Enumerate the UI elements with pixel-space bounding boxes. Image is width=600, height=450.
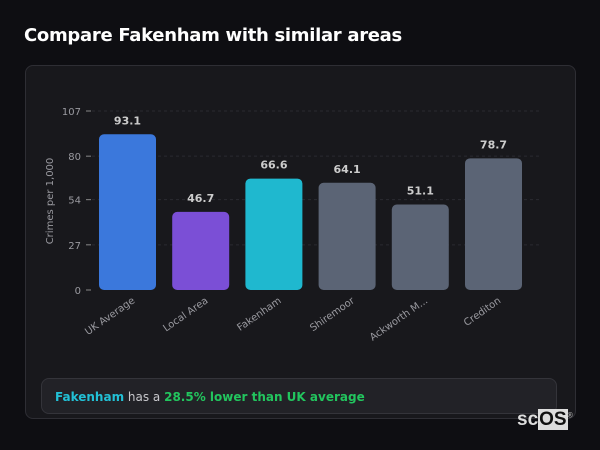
data-label: 64.1 (334, 163, 361, 176)
scos-logo: scOS® (517, 409, 573, 431)
logo-text-os: OS (538, 409, 568, 430)
y-tick-label: 0 (75, 286, 81, 297)
data-label: 51.1 (407, 185, 434, 198)
bar[interactable] (99, 134, 156, 290)
x-tick-label: Fakenham (235, 295, 283, 333)
x-tick-label: UK Average (83, 295, 137, 337)
data-label: 46.7 (187, 192, 214, 205)
x-tick-label: Ackworth M... (368, 295, 430, 343)
bar[interactable] (391, 204, 449, 290)
bar[interactable] (245, 178, 303, 290)
x-tick-label: Shiremoor (308, 295, 357, 334)
bar[interactable] (318, 182, 376, 290)
x-tick-label: Crediton (462, 295, 503, 328)
y-tick-label: 107 (62, 107, 81, 118)
summary-text: has a (124, 390, 165, 404)
y-axis-label: Crimes per 1,000 (45, 158, 56, 245)
y-tick-label: 80 (68, 152, 81, 163)
logo-text: sc (517, 409, 539, 430)
registered-mark: ® (567, 412, 573, 420)
comparison-summary: Fakenham has a 28.5% lower than UK avera… (41, 378, 557, 414)
bar[interactable] (172, 211, 230, 290)
data-label: 93.1 (114, 114, 141, 127)
bar[interactable] (465, 158, 522, 290)
area-name: Fakenham (55, 390, 125, 404)
comparison-text: 28.5% lower than UK average (164, 390, 365, 404)
page-title: Compare Fakenham with similar areas (24, 25, 402, 46)
x-tick-label: Local Area (161, 295, 210, 334)
data-label: 78.7 (480, 138, 507, 151)
y-tick-label: 27 (68, 241, 81, 252)
y-tick-label: 54 (68, 196, 81, 207)
data-label: 66.6 (260, 159, 287, 172)
